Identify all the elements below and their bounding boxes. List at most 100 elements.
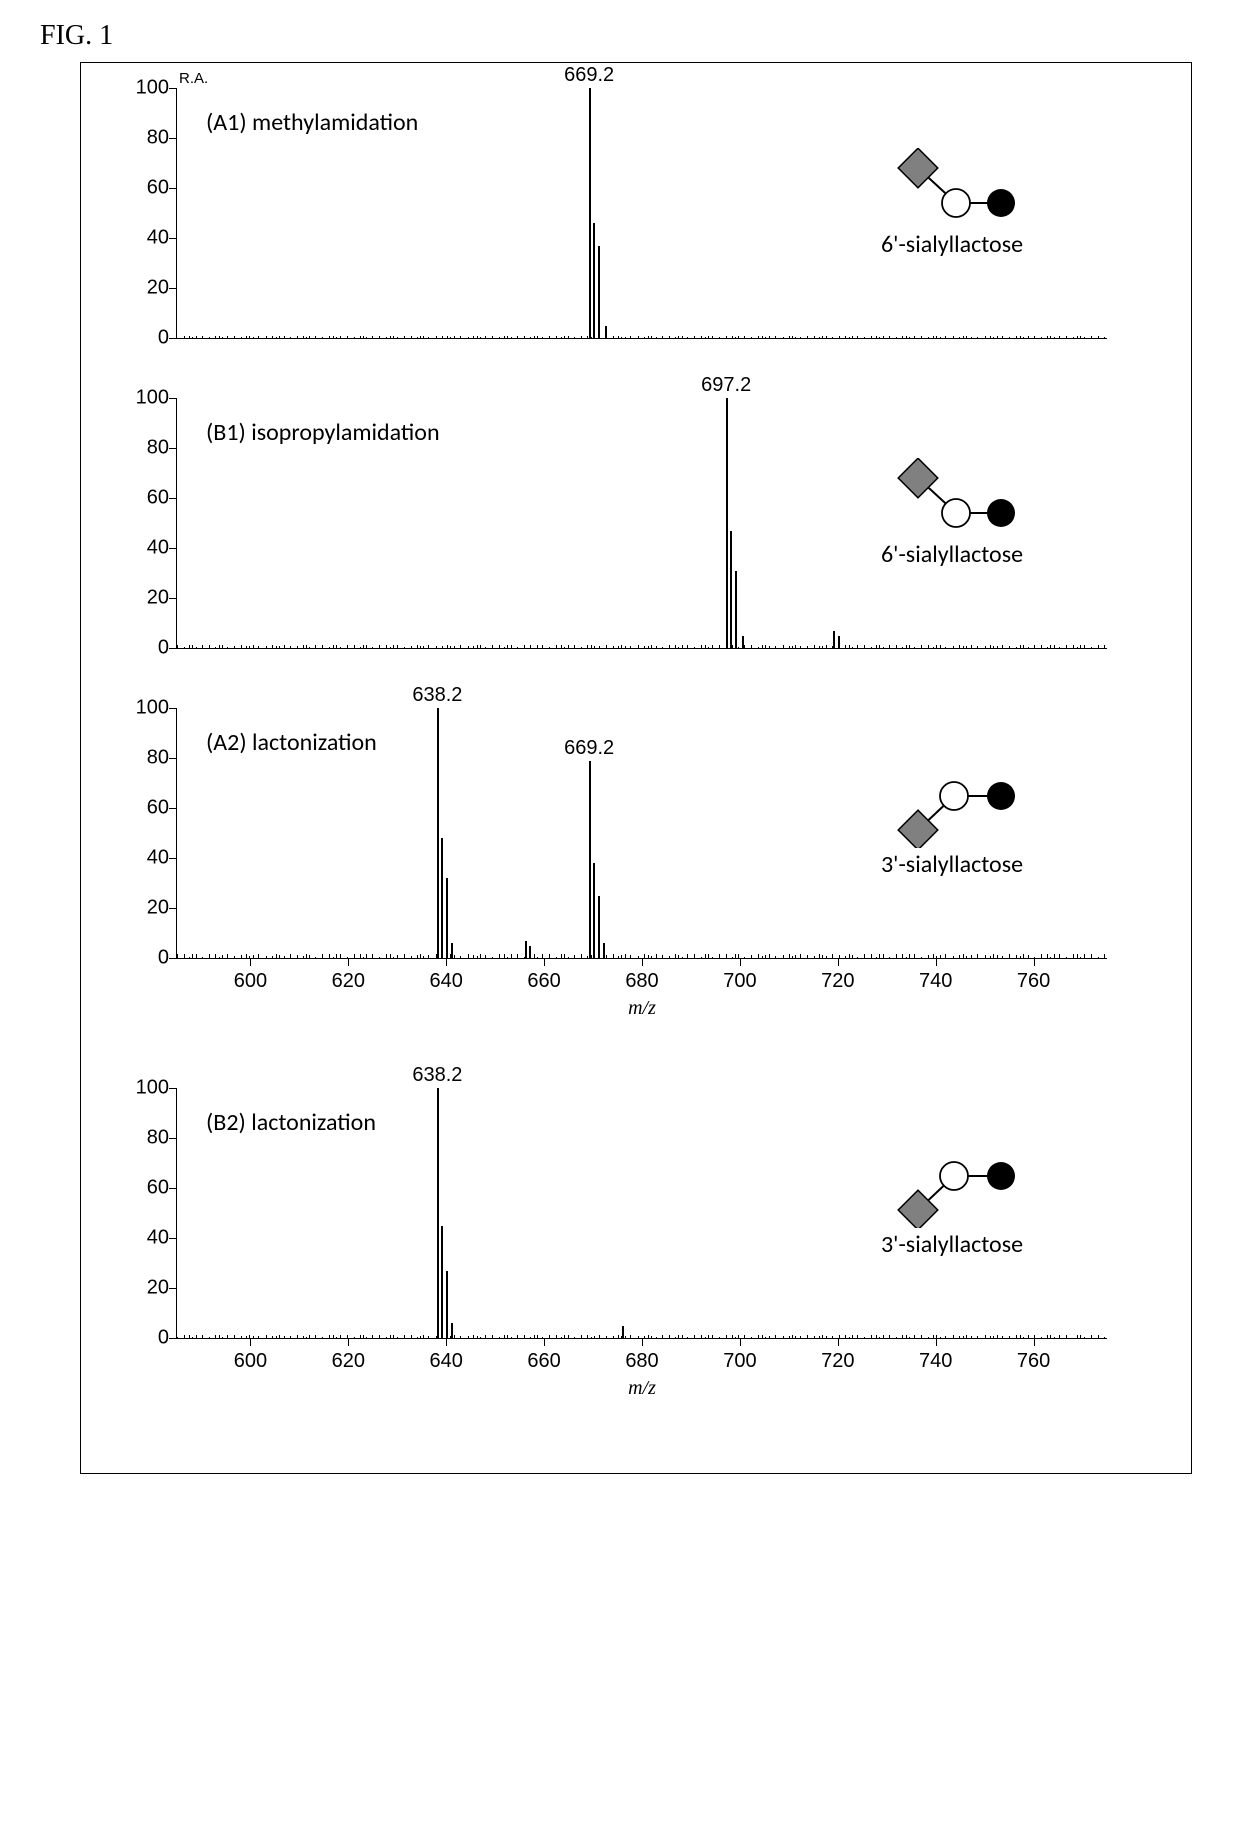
baseline-noise: [177, 332, 1107, 338]
mass-peak: [593, 863, 595, 958]
y-tick: [169, 958, 177, 959]
x-tick-label: 700: [723, 970, 756, 993]
panel-title: (B2) lactonization: [206, 1108, 376, 1137]
glycan-structure-icon: [896, 458, 1026, 538]
mass-peak: [603, 943, 605, 958]
x-tick: [348, 1338, 349, 1346]
x-tick: [642, 958, 643, 966]
mass-peak: [589, 761, 591, 959]
spectrum-panel-A2: 020406080100600620640660680700720740760m…: [91, 698, 1181, 1038]
y-tick: [169, 288, 177, 289]
peak-label: 669.2: [564, 737, 614, 760]
x-tick: [642, 1338, 643, 1346]
y-tick: [169, 88, 177, 89]
x-tick: [348, 958, 349, 966]
y-tick-label: 20: [129, 277, 169, 300]
glycan-name: 6'-sialyllactose: [881, 230, 1023, 259]
y-tick: [169, 808, 177, 809]
y-tick: [169, 1088, 177, 1089]
mass-peak: [437, 708, 439, 958]
x-tick-label: 600: [234, 1350, 267, 1373]
y-tick-label: 80: [129, 437, 169, 460]
x-tick: [446, 1338, 447, 1346]
glycan-structure-icon: [896, 768, 1026, 848]
y-tick: [169, 448, 177, 449]
mass-peak: [441, 838, 443, 958]
x-tick: [544, 1338, 545, 1346]
x-tick: [250, 958, 251, 966]
x-tick: [936, 958, 937, 966]
y-tick-label: 20: [129, 897, 169, 920]
y-tick: [169, 188, 177, 189]
x-tick-label: 720: [821, 1350, 854, 1373]
y-tick-label: 80: [129, 127, 169, 150]
peak-label: 638.2: [412, 1064, 462, 1087]
x-tick-label: 620: [332, 970, 365, 993]
y-tick-label: 0: [129, 1327, 169, 1350]
mass-peak: [833, 631, 835, 649]
x-axis-label: m/z: [628, 997, 656, 1020]
x-tick-label: 620: [332, 1350, 365, 1373]
y-tick-label: 0: [129, 947, 169, 970]
y-tick: [169, 908, 177, 909]
mass-peak: [598, 896, 600, 959]
peak-label: 638.2: [412, 684, 462, 707]
y-tick: [169, 398, 177, 399]
x-tick: [446, 958, 447, 966]
mass-peak: [605, 326, 607, 339]
y-tick-label: 80: [129, 747, 169, 770]
y-tick: [169, 338, 177, 339]
glycan-structure-icon: [896, 148, 1026, 228]
x-tick-label: 680: [625, 970, 658, 993]
glycan-name: 3'-sialyllactose: [881, 1230, 1023, 1259]
x-tick-label: 700: [723, 1350, 756, 1373]
mass-peak: [598, 246, 600, 339]
y-tick: [169, 1138, 177, 1139]
mass-peak: [593, 223, 595, 338]
x-axis-label: m/z: [628, 1377, 656, 1400]
x-tick-label: 760: [1017, 1350, 1050, 1373]
peak-label: 669.2: [564, 64, 614, 87]
mass-peak: [529, 946, 531, 959]
x-tick: [740, 958, 741, 966]
x-tick-label: 660: [527, 970, 560, 993]
y-tick-label: 60: [129, 1177, 169, 1200]
y-tick-label: 40: [129, 1227, 169, 1250]
y-tick-label: 40: [129, 537, 169, 560]
y-tick: [169, 598, 177, 599]
glycan-structure-icon: [896, 1148, 1026, 1228]
y-tick: [169, 648, 177, 649]
mass-peak: [730, 531, 732, 649]
ra-axis-label: R.A.: [179, 70, 208, 87]
mass-peak: [838, 636, 840, 649]
spectrum-panel-B2: 020406080100600620640660680700720740760m…: [91, 1078, 1181, 1418]
y-tick-label: 20: [129, 587, 169, 610]
x-tick-label: 740: [919, 970, 952, 993]
y-tick-label: 80: [129, 1127, 169, 1150]
baseline-noise: [177, 952, 1107, 958]
x-tick-label: 680: [625, 1350, 658, 1373]
mass-peak: [451, 1323, 453, 1338]
figure-label: FIG. 1: [40, 20, 1240, 52]
mass-peak: [525, 941, 527, 959]
y-tick-label: 60: [129, 797, 169, 820]
spectrum-panel-A1: R.A.020406080100669.2(A1) methylamidatio…: [91, 78, 1181, 368]
y-tick: [169, 548, 177, 549]
mass-peak: [446, 1271, 448, 1339]
mass-peak: [446, 878, 448, 958]
y-tick: [169, 1188, 177, 1189]
x-tick: [1034, 1338, 1035, 1346]
mass-peak: [441, 1226, 443, 1339]
glycan-diagram: [896, 458, 1026, 543]
mass-peak: [735, 571, 737, 649]
y-tick: [169, 138, 177, 139]
panel-title: (B1) isopropylamidation: [206, 418, 440, 447]
x-tick-label: 660: [527, 1350, 560, 1373]
glycan-name: 6'-sialyllactose: [881, 540, 1023, 569]
y-tick: [169, 1238, 177, 1239]
y-tick: [169, 238, 177, 239]
y-tick-label: 100: [129, 1077, 169, 1100]
mass-peak: [742, 636, 744, 649]
y-tick-label: 20: [129, 1277, 169, 1300]
figure-container: R.A.020406080100669.2(A1) methylamidatio…: [80, 62, 1192, 1474]
